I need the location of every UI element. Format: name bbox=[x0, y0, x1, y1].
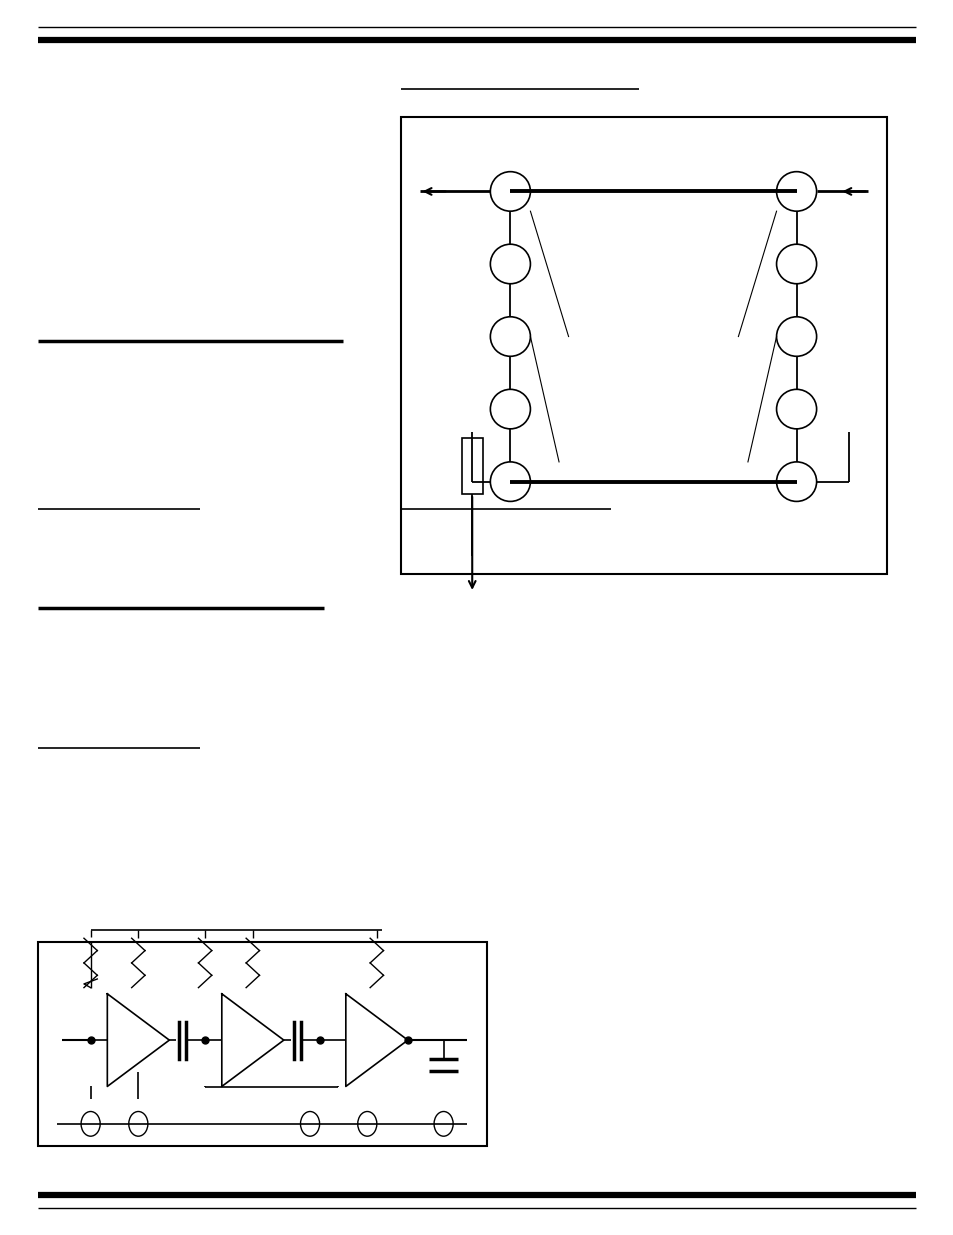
Bar bbox=[400, 117, 886, 574]
Bar bbox=[461, 438, 482, 494]
Bar bbox=[38, 942, 486, 1146]
